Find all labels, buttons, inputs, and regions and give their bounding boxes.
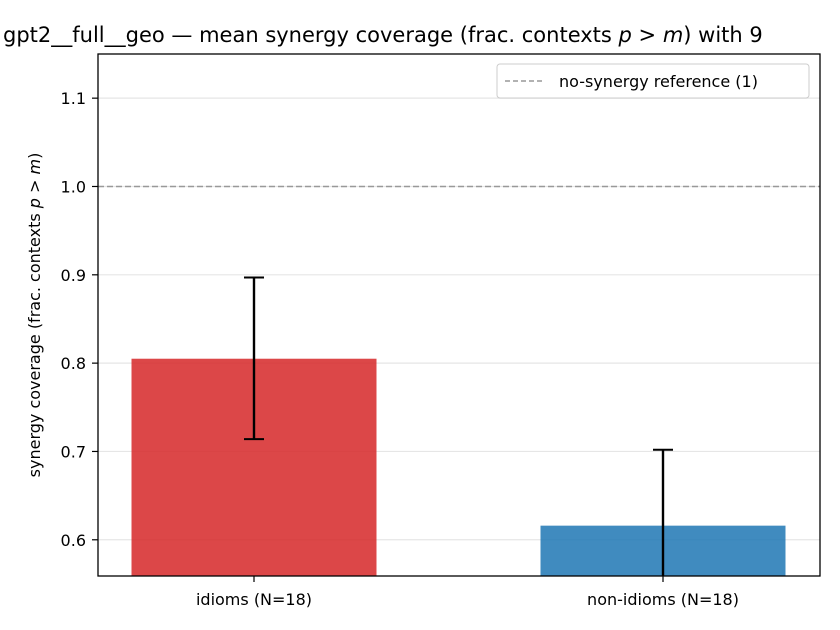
x-tick-label: idioms (N=18): [196, 590, 312, 609]
y-tick-label: 1.0: [61, 177, 86, 196]
y-tick-label: 1.1: [61, 89, 86, 108]
y-tick-label: 0.6: [61, 531, 86, 550]
legend-box: [496, 63, 810, 99]
x-ticks: idioms (N=18) non-idioms (N=18): [196, 576, 739, 609]
legend: no-synergy reference (1): [496, 63, 810, 99]
y-axis-label: synergy coverage (frac. contexts p > m): [25, 153, 44, 478]
plot-frame: [97, 53, 821, 577]
legend-entry-reference: no-synergy reference (1): [559, 72, 758, 91]
y-tick-label: 0.7: [61, 442, 86, 461]
error-bars: [244, 276, 673, 576]
y-tick-label: 0.8: [61, 354, 86, 373]
y-tick-label: 0.9: [61, 266, 86, 285]
chart-title: gpt2__full__geo — mean synergy coverage …: [3, 23, 763, 48]
x-tick-label: non-idioms (N=18): [587, 590, 739, 609]
y-ticks: 0.6 0.7 0.8 0.9 1.0 1.1: [61, 89, 98, 550]
